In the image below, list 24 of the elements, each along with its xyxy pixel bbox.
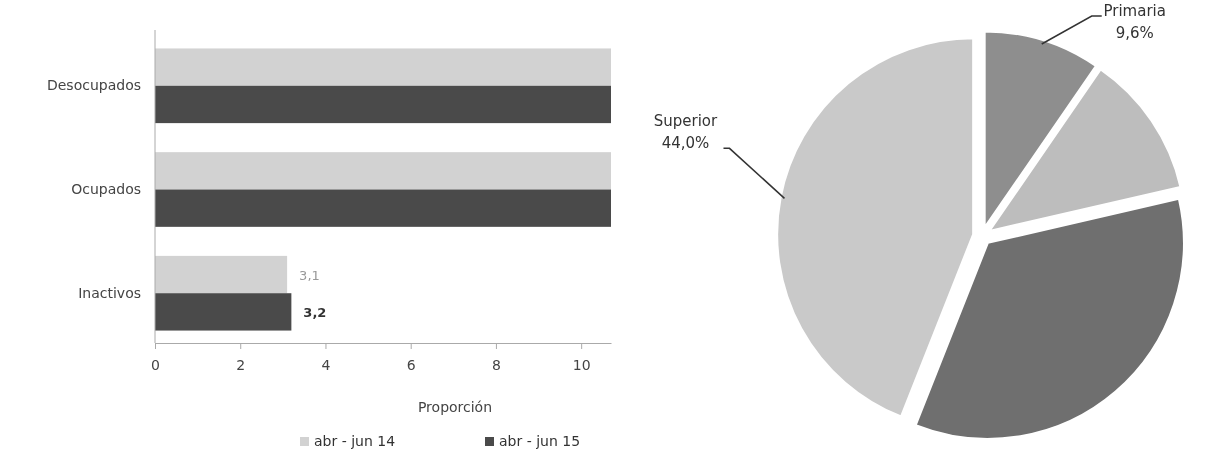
x-tick-label: 10 [572,357,591,374]
bar [155,255,288,294]
legend-label: abr - jun 15 [499,433,581,449]
x-tick-label: 4 [321,357,331,374]
data-label: 44,0% [661,134,710,153]
data-label: 9,6% [1115,24,1154,42]
x-tick-label: 8 [491,357,501,374]
bar [155,152,611,190]
bar [155,189,611,227]
bar [155,48,611,86]
x-tick-label: 6 [406,357,416,374]
x-tick-label: 0 [151,357,160,374]
legend-label: abr - jun 14 [314,433,396,449]
y-tick-label: Ocupados [71,180,141,197]
slice-label: Superior [653,112,719,131]
data-label: 3,1 [299,267,320,283]
x-tick-label: 2 [236,357,246,374]
bar [155,85,611,124]
slice-label: Primaria [1103,2,1166,20]
y-tick-label: Inactivos [78,284,141,301]
x-axis-title: Proporción [417,399,493,415]
bar [155,293,292,331]
y-tick-label: Desocupados [46,77,141,94]
data-label: 3,2 [303,304,327,320]
